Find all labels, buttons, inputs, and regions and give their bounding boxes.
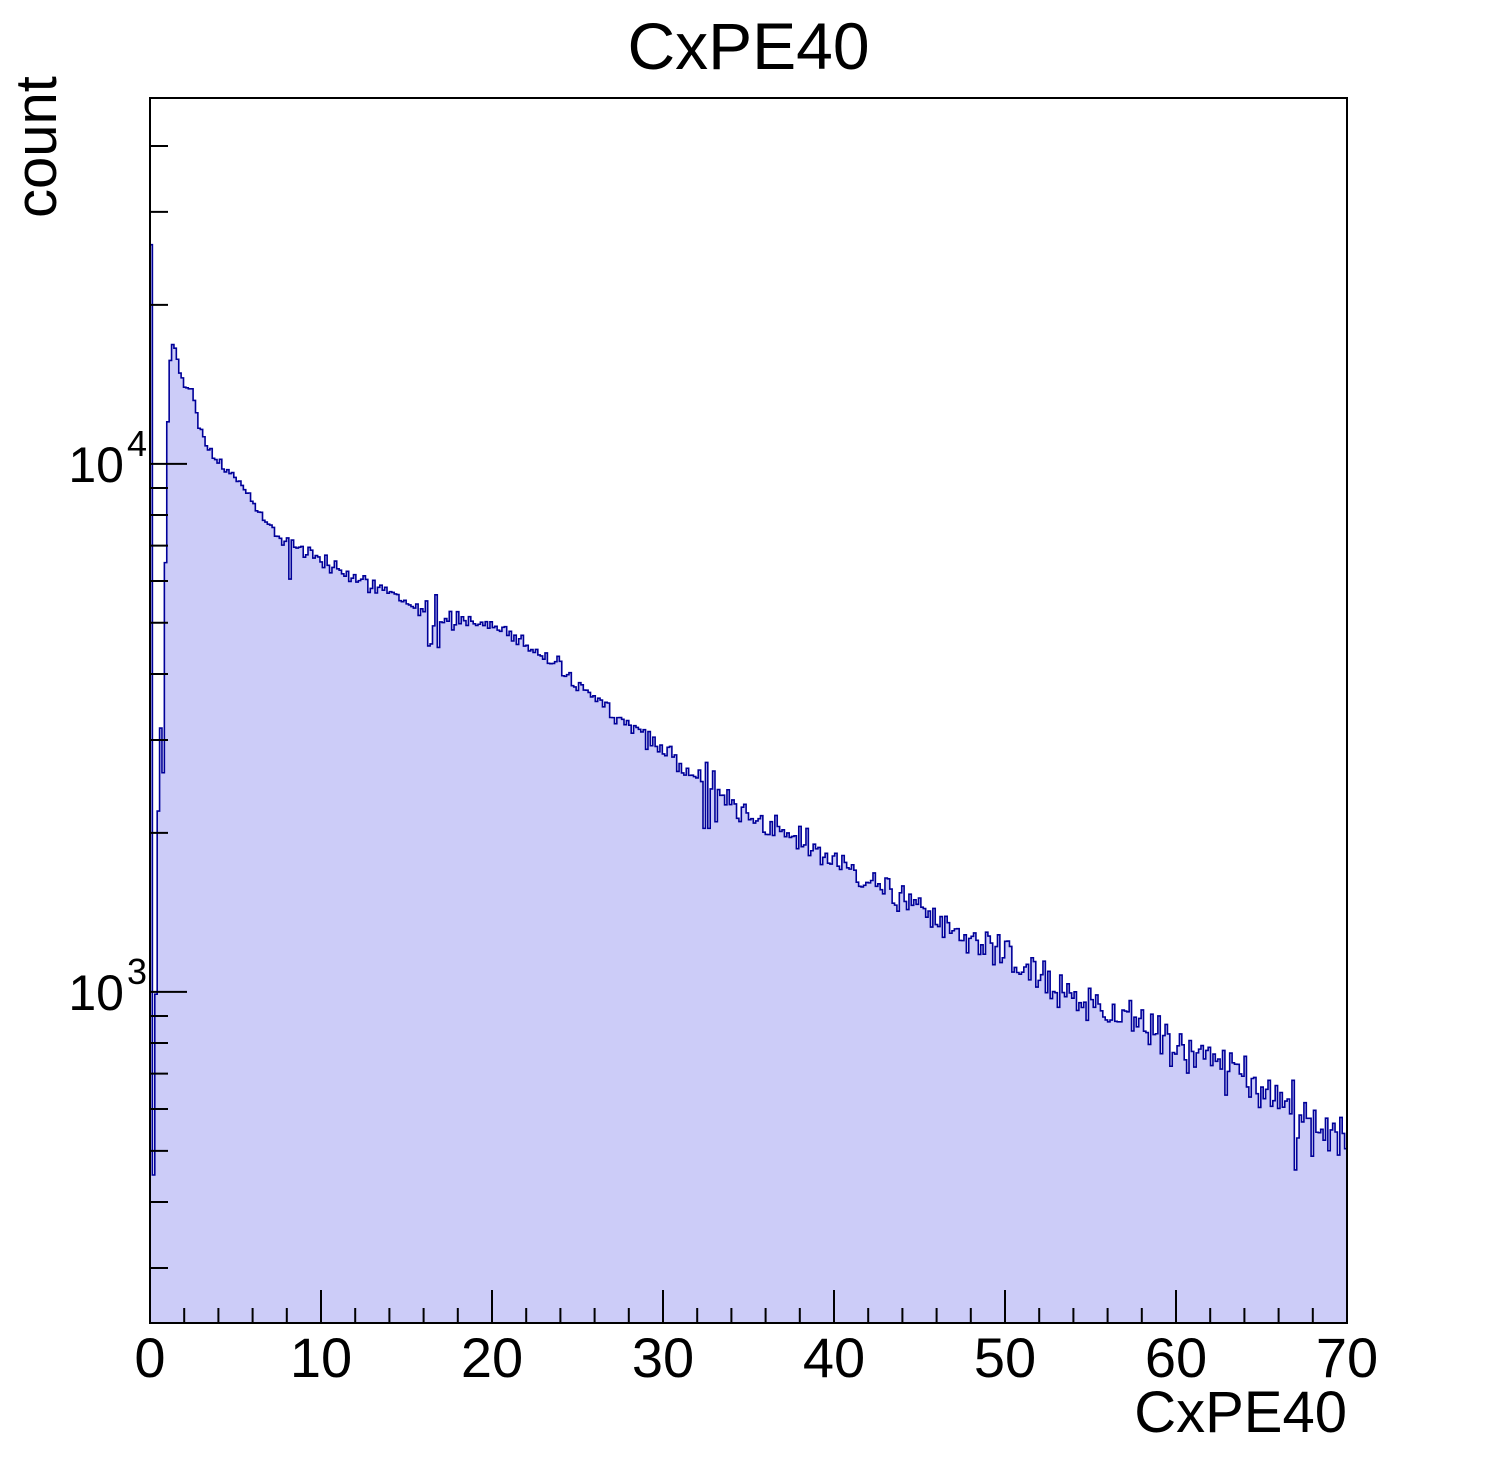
x-tick-label-20: 20 bbox=[461, 1326, 523, 1389]
plot-frame bbox=[149, 97, 1348, 1324]
x-tick-label-10: 10 bbox=[290, 1326, 352, 1389]
x-axis-title: CxPE40 bbox=[1134, 1380, 1347, 1445]
y-tick-label-1000: 10 bbox=[68, 965, 124, 1021]
x-tick-label-60: 60 bbox=[1145, 1326, 1207, 1389]
x-tick-label-70: 70 bbox=[1316, 1326, 1378, 1389]
x-tick-label-50: 50 bbox=[974, 1326, 1036, 1389]
histogram-area bbox=[149, 243, 1348, 1324]
y-tick-exponent-10000: 4 bbox=[127, 423, 147, 464]
y-tick-exponent-1000: 3 bbox=[127, 951, 147, 992]
chart-title: CxPE40 bbox=[627, 9, 870, 83]
y-tick-label-10000: 10 bbox=[68, 437, 124, 493]
x-tick-label-0: 0 bbox=[134, 1326, 165, 1389]
x-tick-label-30: 30 bbox=[632, 1326, 694, 1389]
x-tick-label-40: 40 bbox=[803, 1326, 865, 1389]
